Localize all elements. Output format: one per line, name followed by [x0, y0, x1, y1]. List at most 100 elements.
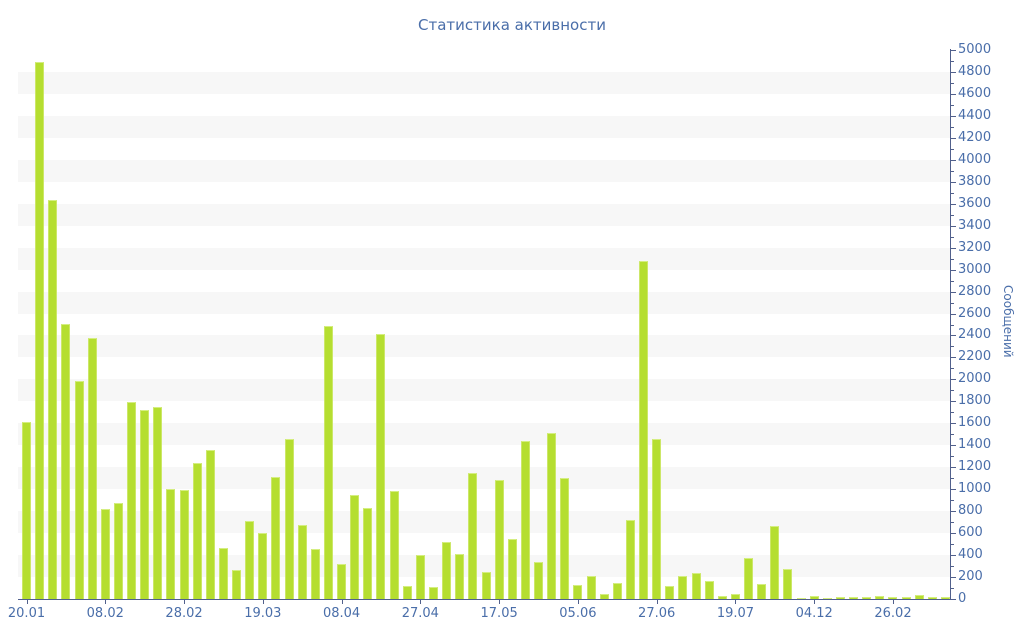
y-axis-tick-label: 0 [958, 591, 967, 606]
bar[interactable] [625, 520, 635, 599]
bar[interactable] [245, 521, 255, 599]
bar[interactable] [455, 554, 465, 599]
bar[interactable] [691, 573, 701, 599]
y-axis-tick [951, 247, 956, 249]
bar[interactable] [428, 587, 438, 599]
bar[interactable] [389, 491, 399, 599]
bar[interactable] [507, 539, 517, 599]
bar[interactable] [87, 338, 97, 599]
y-axis-tick [951, 192, 954, 194]
bar[interactable] [888, 597, 898, 599]
bar[interactable] [140, 410, 150, 599]
bar[interactable] [376, 334, 386, 599]
y-axis-tick-label: 200 [958, 569, 983, 585]
bar[interactable] [297, 525, 307, 599]
bar[interactable] [835, 597, 845, 599]
y-axis-tick [951, 302, 954, 304]
x-axis-tick-label: 05.06 [559, 606, 597, 621]
bar[interactable] [901, 597, 911, 599]
bar[interactable] [442, 542, 452, 599]
y-axis-tick-label: 2800 [958, 283, 992, 299]
bar[interactable] [717, 596, 727, 599]
bar[interactable] [941, 597, 950, 599]
bar[interactable] [48, 200, 58, 599]
y-axis-tick [951, 478, 954, 480]
bar[interactable] [757, 584, 767, 599]
bar[interactable] [875, 596, 885, 599]
bar[interactable] [192, 463, 202, 599]
bar[interactable] [849, 597, 859, 599]
bar[interactable] [350, 495, 360, 599]
y-axis-tick-label: 4800 [958, 63, 992, 79]
y-axis-tick [951, 60, 954, 62]
x-axis-tick [184, 600, 186, 604]
x-axis-tick [420, 600, 422, 604]
bar[interactable] [127, 402, 137, 599]
bar[interactable] [822, 598, 832, 599]
bar[interactable] [218, 548, 228, 599]
bar[interactable] [927, 597, 937, 599]
x-axis-tick [656, 600, 658, 604]
bar[interactable] [100, 509, 110, 599]
bar[interactable] [534, 562, 543, 599]
bar[interactable] [573, 585, 583, 599]
bar[interactable] [796, 598, 806, 599]
bar[interactable] [665, 586, 675, 599]
grid-band [18, 379, 950, 402]
bar[interactable] [35, 62, 45, 599]
bar[interactable] [494, 480, 504, 599]
bar[interactable] [783, 569, 793, 599]
x-axis-tick [814, 600, 816, 604]
grid-band [18, 181, 950, 204]
bar[interactable] [862, 597, 872, 599]
y-axis-tick [951, 599, 956, 600]
y-axis-tick [951, 555, 956, 557]
y-axis-tick [951, 544, 954, 546]
bar[interactable] [481, 572, 491, 599]
y-axis-tick [951, 324, 954, 326]
bar[interactable] [914, 595, 924, 599]
bar[interactable] [744, 558, 754, 599]
bar[interactable] [310, 549, 320, 599]
bar[interactable] [586, 576, 596, 599]
y-axis-tick [951, 390, 954, 392]
bar[interactable] [205, 450, 215, 599]
y-axis-tick [951, 137, 956, 139]
bar[interactable] [22, 422, 31, 599]
bar[interactable] [809, 596, 819, 599]
bar[interactable] [232, 570, 242, 599]
bar[interactable] [639, 261, 649, 599]
y-axis-tick [951, 445, 956, 447]
bar[interactable] [678, 576, 688, 599]
bar[interactable] [271, 477, 281, 599]
grid-band [18, 225, 950, 248]
bar[interactable] [599, 594, 609, 599]
y-axis-tick-label: 5000 [958, 42, 992, 57]
bar[interactable] [402, 586, 412, 599]
bar[interactable] [258, 533, 268, 599]
bar[interactable] [704, 581, 714, 599]
bar[interactable] [612, 583, 622, 599]
grid-band [18, 93, 950, 116]
y-axis-tick-label: 400 [958, 547, 983, 563]
y-axis-tick [951, 269, 956, 271]
bar[interactable] [730, 594, 740, 599]
bar[interactable] [323, 326, 333, 599]
bar[interactable] [337, 564, 347, 599]
bar[interactable] [153, 407, 163, 599]
bar[interactable] [415, 555, 425, 599]
bar[interactable] [468, 473, 478, 599]
bar[interactable] [547, 433, 557, 599]
bar[interactable] [166, 489, 176, 599]
bar[interactable] [179, 490, 189, 599]
bar[interactable] [770, 526, 780, 599]
bar[interactable] [284, 439, 294, 599]
bar[interactable] [113, 503, 123, 599]
bar[interactable] [652, 439, 662, 599]
bar[interactable] [61, 324, 71, 599]
bar[interactable] [363, 508, 373, 599]
bar[interactable] [560, 478, 570, 599]
y-axis-tick [951, 423, 956, 425]
bar[interactable] [74, 381, 84, 599]
bar[interactable] [520, 441, 530, 599]
